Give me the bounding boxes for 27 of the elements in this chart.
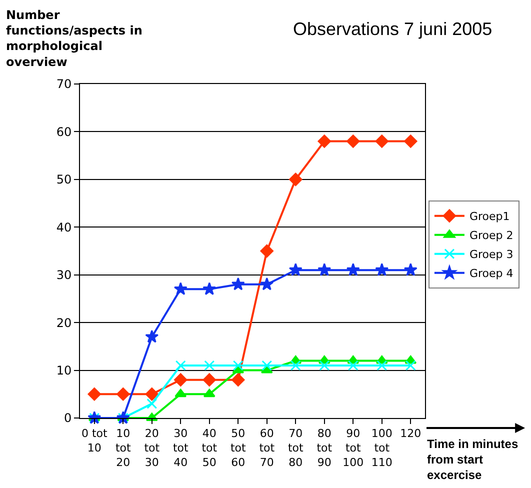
x-tick-label: 20 tot 30 [144,427,160,469]
y-tick-label: 20 [56,316,72,330]
chart-title: Observations 7 juni 2005 [293,19,492,39]
y-tick-label: 0 [64,411,72,426]
x-tick-label: 50 tot 60 [230,427,246,469]
legend-label: Groep 4 [469,267,514,280]
legend-label: Groep 2 [469,229,514,242]
x-tick-label: 70 tot 80 [288,427,304,469]
legend-label: Groep1 [469,210,510,224]
y-tick-label: 50 [56,172,72,187]
x-tick-label: 90 tot 100 [342,427,364,469]
y-tick-label: 60 [56,124,72,139]
x-tick-label: 10 tot 20 [115,427,132,469]
y-tick-label: 10 [56,363,72,378]
y-tick-label: 30 [56,268,72,282]
x-tick-label: 0 tot 10 [81,427,108,454]
y-tick-label: 70 [56,77,72,92]
x-tick-label: 60 tot 70 [259,427,276,469]
x-axis-title: Time in minutes from start excercise [427,437,518,482]
y-tick-label: 40 [56,220,72,234]
x-tick-label: 40 tot 50 [202,427,218,469]
legend-label: Groep 3 [469,248,514,262]
x-tick-label: 100 tot 110 [371,427,392,469]
x-tick-label: 120 [400,427,422,440]
x-tick-label: 80 tot 90 [316,427,333,469]
x-tick-label: 30 tot 40 [172,427,189,469]
y-axis-title: Number functions/aspects in morphological overview [6,8,142,69]
